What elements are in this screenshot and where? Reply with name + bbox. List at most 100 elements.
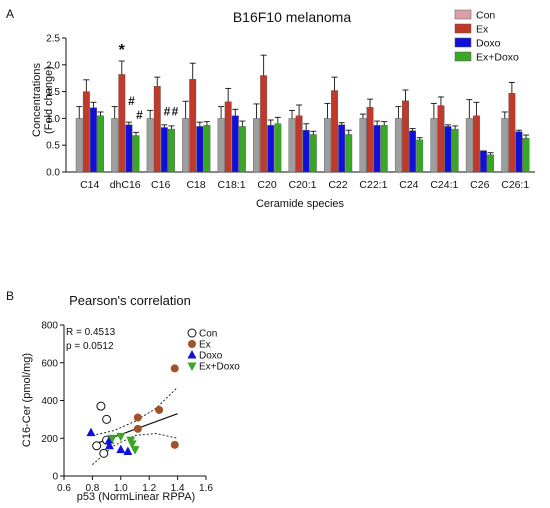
point-ex-doxo — [116, 432, 126, 442]
legend-label: Con — [476, 10, 495, 22]
bar-doxo — [409, 130, 417, 173]
bar-ex-doxo — [309, 134, 317, 173]
x-tick-label: C22:1 — [359, 179, 387, 191]
point-doxo — [104, 440, 114, 450]
legend-label: Ex+Doxo — [476, 52, 519, 64]
y-tick-label: 800 — [41, 321, 58, 332]
bar-con — [182, 118, 190, 173]
legend-label: Ex — [199, 340, 211, 351]
y-tick-label: 600 — [41, 358, 58, 369]
x-tick-label: 1.4 — [171, 483, 185, 494]
bar-doxo — [302, 129, 310, 173]
y-tick-label: 1.0 — [46, 114, 60, 125]
y-tick-label: 0.5 — [46, 141, 60, 152]
bar-ex-doxo — [345, 134, 353, 173]
bar-ex — [189, 79, 197, 173]
point-ex — [133, 424, 142, 433]
bar-doxo — [160, 127, 168, 173]
point-ex — [170, 440, 179, 449]
y-tick-label: 2.5 — [46, 34, 60, 45]
point-con — [96, 401, 106, 411]
point-con — [92, 441, 102, 451]
bar-ex-doxo — [522, 138, 530, 173]
y-tick-label: 1.5 — [46, 87, 60, 98]
legend-swatch — [454, 9, 472, 20]
bar-chart-legend: Con Ex Doxo Ex+Doxo — [454, 9, 519, 64]
significance-hash: # — [136, 108, 143, 122]
bar-ex-doxo — [167, 128, 175, 173]
bar-ex — [472, 115, 480, 173]
x-tick-label: C24:1 — [430, 179, 458, 191]
bar-con — [501, 118, 509, 173]
bar-con — [288, 118, 296, 173]
bar-ex — [295, 115, 303, 173]
bar-ex-doxo — [238, 126, 246, 173]
bar-con — [359, 118, 367, 173]
bar-con — [217, 118, 225, 173]
bar-con — [75, 118, 83, 173]
bar-ex-doxo — [487, 154, 495, 173]
scatter-xlabel: p53 (NormLinear RPPA) — [77, 491, 195, 503]
bar-chart-plot: 0.0 0.5 1.0 1.5 2.0 2.5 C14 dhC16 C16 C18 C18:1 C20… — [46, 34, 535, 191]
point-ex — [155, 405, 164, 414]
significance-hash: # — [128, 94, 135, 108]
bar-ex-doxo — [274, 123, 282, 173]
x-tick-label: 1.2 — [142, 483, 156, 494]
point-ex-doxo — [127, 440, 137, 449]
legend-label: Con — [199, 329, 217, 340]
legend-marker — [187, 350, 197, 359]
x-tick-label: C14 — [80, 179, 99, 191]
bar-chart-xlabel: Ceramide species — [256, 198, 345, 210]
legend-label: Ex+Doxo — [199, 362, 240, 373]
bar-ex-doxo — [97, 115, 104, 173]
legend-label: Doxo — [476, 38, 501, 50]
x-tick-label: C24 — [399, 179, 418, 191]
bar-con — [394, 118, 402, 173]
legend-label: Doxo — [199, 351, 223, 362]
bar-ex-doxo — [203, 125, 211, 173]
x-tick-label: 0.6 — [57, 483, 71, 494]
x-tick-label: C20:1 — [288, 179, 316, 191]
legend-swatch — [454, 51, 472, 62]
legend-label: Ex — [476, 24, 489, 36]
bar-ex — [437, 105, 445, 173]
legend-marker — [187, 362, 197, 371]
y-tick-label: 0 — [52, 472, 58, 483]
y-tick-label: 400 — [41, 396, 58, 407]
x-tick-label: C22 — [328, 179, 347, 191]
bar-chart-ylabel-line1: Concentrations — [31, 63, 43, 137]
bar-con — [324, 118, 331, 173]
significance-hash: # — [172, 105, 179, 119]
scatter-stat-r: R = 0.4513 — [66, 327, 116, 338]
x-tick-label: 1.6 — [199, 483, 213, 494]
bar-ex — [508, 93, 516, 173]
point-ex-doxo — [130, 446, 140, 455]
bar-chart-title: B16F10 melanoma — [233, 9, 352, 25]
legend-marker — [187, 328, 197, 338]
bar-con — [146, 118, 154, 173]
point-doxo — [123, 446, 133, 455]
bar-chart-ylabel-line2: (Fold change) — [43, 66, 55, 134]
scatter-ylabel: C16-Cer (pmol/mg) — [21, 353, 33, 447]
bar-doxo — [444, 126, 452, 173]
x-tick-label: C18 — [186, 179, 205, 191]
y-tick-label: 200 — [41, 434, 58, 445]
point-ex-doxo — [107, 434, 117, 444]
bar-ex — [82, 91, 90, 173]
point-doxo — [116, 444, 126, 454]
panel-b-letter: B — [6, 289, 14, 303]
point-ex — [170, 364, 179, 373]
panel-a-letter: A — [6, 7, 14, 21]
legend-marker — [188, 340, 196, 348]
scatter-title: Pearson's correlation — [69, 293, 191, 308]
point-con — [102, 414, 112, 424]
bar-con — [465, 118, 473, 173]
bar-doxo — [125, 124, 133, 173]
y-tick-label: 2.0 — [46, 60, 60, 71]
bar-ex — [402, 100, 409, 173]
bar-doxo — [267, 125, 275, 173]
bar-doxo — [515, 131, 523, 173]
x-tick-label: C26 — [470, 179, 489, 191]
legend-swatch — [454, 23, 472, 34]
bar-ex — [331, 90, 339, 173]
